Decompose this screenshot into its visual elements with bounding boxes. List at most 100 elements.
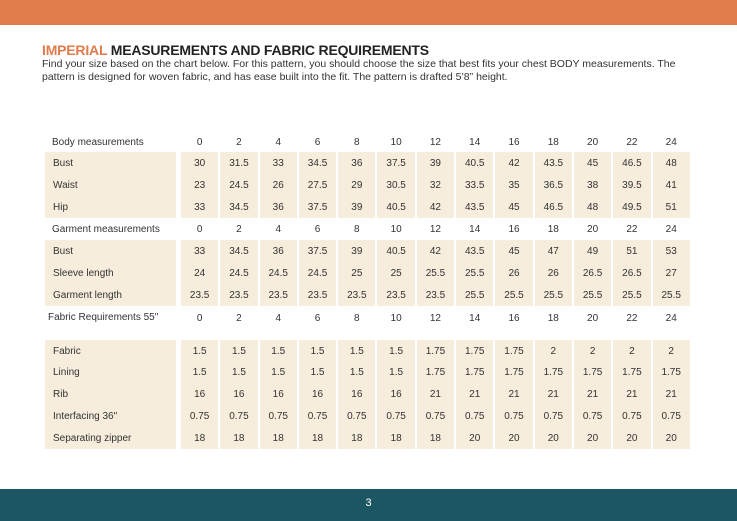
table-row: Waist 23 24.5 26 27.5 29 30.5 32 33.5 35 36.5 38 39.…	[45, 174, 692, 196]
table-cell: 31.5	[220, 152, 258, 174]
size-header-cell: 18	[547, 312, 559, 324]
table-cell: 40.5	[377, 196, 415, 218]
size-header-cell: 8	[354, 312, 360, 324]
table-cell: 1.5	[220, 361, 258, 383]
table-cell: 16	[181, 383, 219, 405]
table-cell: 25	[338, 262, 376, 284]
size-header-cell: 18	[547, 136, 559, 148]
table-cell: 1.75	[456, 361, 494, 383]
table-cell: 1.75	[495, 361, 533, 383]
table-cell: 32	[416, 174, 455, 196]
table-cell: 16	[377, 383, 415, 405]
row-label: Body measurements	[52, 136, 144, 148]
table-cell: 26.5	[573, 262, 612, 284]
table-cell: 46.5	[613, 152, 651, 174]
table-cell: 1.75	[416, 361, 455, 383]
table-cell: 1.5	[259, 340, 297, 362]
table-row: Bust 30 31.5 33 34.5 36 37.5 39 40.5 42 43.5 45 46.5…	[45, 152, 692, 174]
table-cell: 45	[495, 240, 533, 262]
size-header-cell: 10	[390, 312, 402, 324]
table-cell: 18	[338, 427, 376, 449]
table-cell: 0.75	[259, 405, 297, 427]
table-cell: 39	[416, 152, 455, 174]
table-cell: 1.5	[338, 361, 376, 383]
table-cell: 26	[534, 262, 572, 284]
table-cell: 24.5	[298, 262, 337, 284]
size-header-cell: 6	[314, 312, 321, 324]
size-header-cell: 4	[275, 223, 282, 235]
row-label: Fabric	[45, 340, 176, 362]
table-cell: 25.5	[456, 262, 494, 284]
table-cell: 26	[495, 262, 533, 284]
table-cell: 30.5	[377, 174, 415, 196]
table-cell: 20	[495, 427, 533, 449]
table-cell: 0.75	[377, 405, 415, 427]
size-header-cell: 16	[508, 136, 520, 148]
size-header-cell: 14	[469, 312, 481, 324]
table-cell: 35	[495, 174, 533, 196]
size-header-cell: 20	[587, 223, 599, 235]
table-cell: 18	[259, 427, 297, 449]
row-label: Sleeve length	[45, 262, 176, 284]
table-cell: 40.5	[377, 240, 415, 262]
row-label: Waist	[45, 174, 176, 196]
table-cell: 1.5	[377, 361, 415, 383]
table-row: Bust 33 34.5 36 37.5 39 40.5 42 43.5 45 47 49 51 53	[45, 240, 692, 262]
table-cell: 0.75	[181, 405, 219, 427]
size-header-cell: 12	[429, 136, 441, 148]
table-cell: 23.5	[298, 284, 337, 306]
page-number: 3	[365, 497, 372, 509]
size-header-cell: 24	[665, 223, 677, 235]
size-header-cell: 0	[196, 312, 203, 324]
size-header-cell: 20	[587, 136, 599, 148]
size-header-cell: 22	[626, 312, 638, 324]
table-cell: 51	[613, 240, 651, 262]
size-header-cell: 14	[469, 136, 481, 148]
table-cell: 18	[377, 427, 415, 449]
table-cell: 18	[416, 427, 455, 449]
size-header-cell: 0	[196, 223, 203, 235]
title-rest: MEASUREMENTS AND FABRIC REQUIREMENTS	[107, 42, 429, 58]
table-cell: 1.75	[534, 361, 572, 383]
size-header-cell: 6	[314, 136, 321, 148]
table-cell: 46.5	[534, 196, 572, 218]
page-title: IMPERIAL MEASUREMENTS AND FABRIC REQUIRE…	[42, 42, 429, 58]
table-cell: 38	[573, 174, 612, 196]
row-label: Bust	[45, 240, 176, 262]
table-cell: 23.5	[220, 284, 258, 306]
size-header-cell: 4	[275, 136, 282, 148]
table-cell: 37.5	[298, 240, 337, 262]
table-cell: 24.5	[220, 174, 258, 196]
size-header-cell: 14	[469, 223, 481, 235]
size-header-cell: 0	[196, 136, 203, 148]
table-cell: 45	[495, 196, 533, 218]
table-row: Fabric 1.5 1.5 1.5 1.5 1.5 1.5 1.75 1.75 1.75 2 2 2 2	[45, 340, 692, 362]
table-cell: 48	[573, 196, 612, 218]
row-label: Garment measurements	[52, 223, 160, 235]
table-cell: 25.5	[416, 262, 455, 284]
table-cell: 27.5	[298, 174, 337, 196]
size-header-cell: 4	[275, 312, 282, 324]
table-cell: 23.5	[416, 284, 455, 306]
table-cell: 25.5	[495, 284, 533, 306]
table-cell: 33	[181, 196, 219, 218]
table-cell: 1.5	[298, 340, 337, 362]
table-cell: 47	[534, 240, 572, 262]
row-label: Garment length	[45, 284, 176, 306]
table-row: Hip 33 34.5 36 37.5 39 40.5 42 43.5 45 46.5 48 49.5 5…	[45, 196, 692, 218]
table-cell: 23.5	[259, 284, 297, 306]
table-cell: 25.5	[613, 284, 651, 306]
table-cell: 20	[456, 427, 494, 449]
table-cell: 39	[338, 240, 376, 262]
table-cell: 23	[181, 174, 219, 196]
size-header-cell: 16	[508, 223, 520, 235]
size-header-cell: 10	[390, 223, 402, 235]
table-cell: 27	[652, 262, 690, 284]
table-cell: 43.5	[456, 240, 494, 262]
table-cell: 25	[377, 262, 415, 284]
table-cell: 2	[573, 340, 612, 362]
table-cell: 36.5	[534, 174, 572, 196]
table-cell: 0.75	[573, 405, 612, 427]
table-cell: 33	[259, 152, 297, 174]
table-cell: 0.75	[613, 405, 651, 427]
